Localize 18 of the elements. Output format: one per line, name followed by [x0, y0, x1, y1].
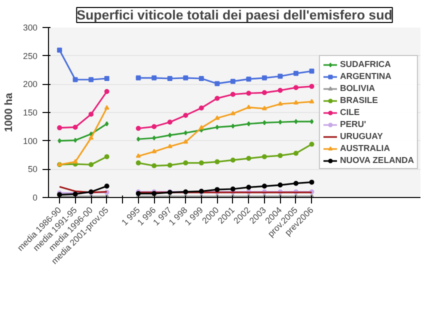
y-tick-label: 0: [32, 192, 38, 202]
y-tick-label: 200: [23, 79, 38, 90]
y-tick-label: 250: [23, 50, 38, 61]
legend-label: BRASILE: [340, 95, 378, 105]
y-tick-label: 50: [28, 164, 38, 174]
legend-label: NUOVA ZELANDA: [340, 155, 414, 165]
legend-label: CILE: [340, 107, 360, 117]
y-axis-title: 1000 ha: [3, 92, 16, 132]
legend-label: ARGENTINA: [340, 71, 392, 81]
chart-title: Superfici viticole totali dei paesi dell'emisfero sud: [76, 8, 392, 22]
y-tick-label: 300: [23, 22, 38, 32]
legend-label: AUSTRALIA: [340, 143, 390, 153]
legend-label: PERU': [340, 119, 366, 129]
legend-label: BOLIVIA: [340, 83, 376, 93]
y-tick-label: 100: [23, 136, 38, 146]
legend-label: URUGUAY: [340, 131, 383, 141]
legend-label: SUDAFRICA: [340, 59, 391, 69]
y-tick-label: 150: [23, 108, 38, 118]
